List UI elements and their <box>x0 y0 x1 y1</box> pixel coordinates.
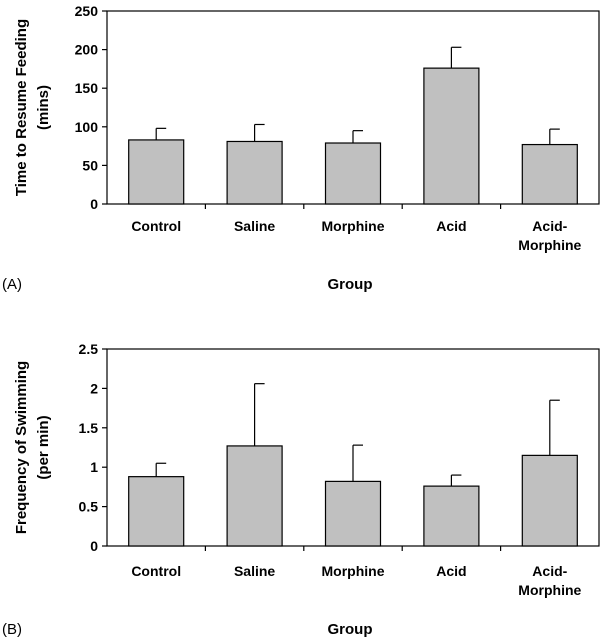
y-axis-title: (per min) <box>35 415 52 479</box>
panel-label: (A) <box>2 276 22 293</box>
bar <box>423 485 480 547</box>
bar <box>423 67 480 205</box>
y-tick-label: 150 <box>75 80 99 96</box>
y-axis-title: Frequency of Swimming <box>13 361 30 534</box>
category-label: Control <box>131 218 181 234</box>
y-tick-label: 200 <box>75 42 99 58</box>
category-label: Morphine <box>322 563 385 579</box>
y-axis-title: (mins) <box>35 85 52 130</box>
y-tick-label: 0 <box>90 196 98 212</box>
y-tick-label: 250 <box>75 3 99 19</box>
category-label: Morphine <box>518 582 581 598</box>
category-label: Acid <box>436 563 466 579</box>
y-tick-label: 50 <box>82 157 98 173</box>
panel-label: (B) <box>2 621 22 638</box>
category-label: Morphine <box>518 237 581 253</box>
chart-panel-a: 0 50 100 150 200 250 Control Saline Morphine Acid… <box>2 3 600 293</box>
category-label: Morphine <box>322 218 385 234</box>
y-tick-label: 0 <box>90 538 98 554</box>
bar <box>324 480 382 547</box>
y-tick-label: 100 <box>75 119 99 135</box>
y-tick-label: 1.5 <box>79 420 99 436</box>
bar <box>226 140 283 205</box>
category-label: Acid <box>436 218 466 234</box>
bar <box>324 142 382 205</box>
category-label: Acid- <box>532 563 567 579</box>
bar <box>521 454 578 547</box>
bar <box>521 143 578 205</box>
x-axis-title: Group <box>328 276 373 293</box>
category-label: Control <box>131 563 181 579</box>
y-tick-label: 2.5 <box>79 341 99 357</box>
y-tick-label: 0.5 <box>79 499 99 515</box>
bar <box>128 476 185 547</box>
bar <box>128 139 185 205</box>
y-axis-title: Time to Resume Feeding <box>13 19 30 196</box>
chart-panel-b: 0 0.5 1 1.5 2 2.5 Control Saline Morphine Acid Aci… <box>2 341 600 638</box>
category-label: Saline <box>234 563 275 579</box>
category-label: Acid- <box>532 218 567 234</box>
x-axis-title: Group <box>328 621 373 638</box>
y-tick-label: 1 <box>90 459 98 475</box>
category-label: Saline <box>234 218 275 234</box>
bar <box>226 445 283 547</box>
y-tick-label: 2 <box>90 380 98 396</box>
